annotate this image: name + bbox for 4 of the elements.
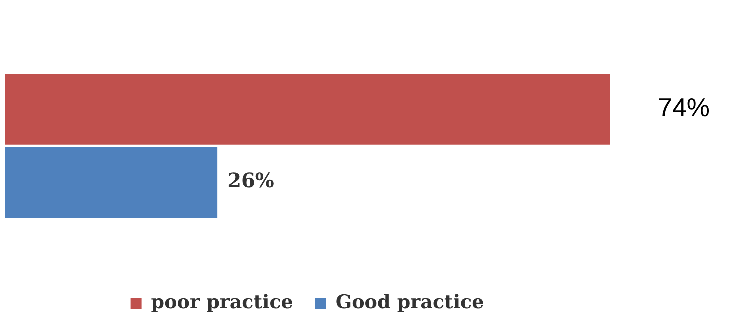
data-label: 26%: [228, 168, 274, 193]
data-label: 74%: [658, 92, 710, 123]
legend-label: Good practice: [336, 291, 484, 314]
legend-label: poor practice: [151, 291, 294, 314]
